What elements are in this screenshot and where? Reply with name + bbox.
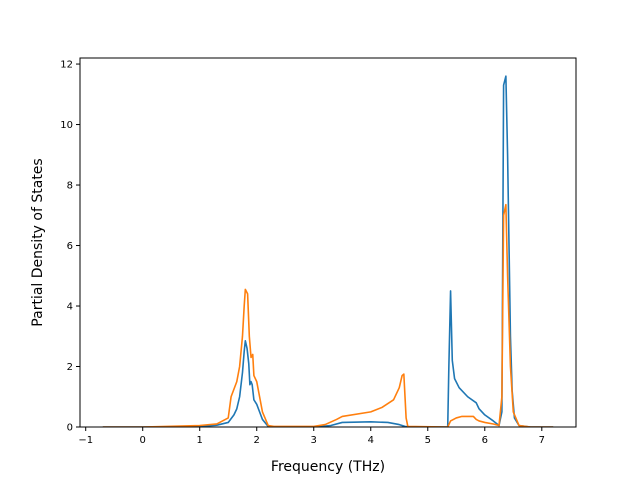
y-tick-label: 8 [67, 181, 73, 192]
series-line-1 [102, 75, 554, 427]
y-tick-label: 12 [60, 60, 73, 71]
x-axis-label: Frequency (THz) [271, 459, 385, 475]
y-tick-label: 2 [67, 362, 73, 373]
x-tick-label: 5 [425, 435, 431, 446]
y-axis: 0 2 4 6 8 10 12 [60, 60, 80, 434]
y-tick-label: 6 [67, 241, 73, 252]
series-line-2 [102, 203, 554, 427]
y-tick-label: 10 [60, 120, 73, 131]
y-axis-label: Partial Density of States [30, 158, 46, 326]
x-tick-label: 3 [311, 435, 317, 446]
x-axis: −1 0 1 2 3 4 5 6 7 [78, 427, 545, 446]
plot-area [102, 75, 554, 427]
x-tick-label: 2 [254, 435, 260, 446]
axes-frame [79, 57, 577, 428]
y-tick-label: 4 [67, 302, 73, 313]
x-tick-label: 4 [368, 435, 374, 446]
y-tick-label: 0 [67, 423, 73, 434]
x-tick-label: 6 [482, 435, 488, 446]
x-tick-label: 7 [539, 435, 545, 446]
x-tick-label: 0 [140, 435, 146, 446]
x-tick-label: 1 [197, 435, 203, 446]
x-tick-label: −1 [78, 435, 93, 446]
